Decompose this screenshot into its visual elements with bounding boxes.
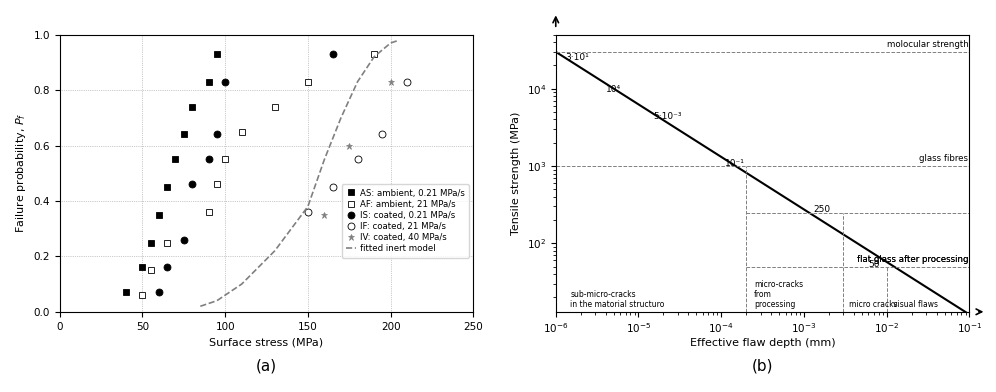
Line: IS: coated, 0.21 MPa/s: IS: coated, 0.21 MPa/s — [155, 51, 337, 296]
AS: ambient, 0.21 MPa/s: (55, 0.25): ambient, 0.21 MPa/s: (55, 0.25) — [144, 240, 156, 245]
IS: coated, 0.21 MPa/s: (165, 0.93): coated, 0.21 MPa/s: (165, 0.93) — [327, 52, 339, 56]
Text: visual flaws: visual flaws — [893, 300, 938, 309]
IF: coated, 21 MPa/s: (165, 0.45): coated, 21 MPa/s: (165, 0.45) — [327, 185, 339, 189]
AS: ambient, 0.21 MPa/s: (50, 0.16): ambient, 0.21 MPa/s: (50, 0.16) — [136, 265, 148, 270]
Text: flat glass after processing: flat glass after processing — [857, 255, 968, 264]
AS: ambient, 0.21 MPa/s: (60, 0.35): ambient, 0.21 MPa/s: (60, 0.35) — [153, 212, 165, 217]
Text: micro cracks: micro cracks — [849, 300, 897, 309]
Text: sub-micro-cracks
in the matorial structuro: sub-micro-cracks in the matorial structu… — [571, 290, 664, 309]
Y-axis label: Tensile strength (MPa): Tensile strength (MPa) — [511, 112, 521, 235]
fitted inert model — [335, 116, 347, 120]
fitted inert model — [369, 54, 380, 59]
IS: coated, 0.21 MPa/s: (80, 0.46): coated, 0.21 MPa/s: (80, 0.46) — [186, 182, 198, 187]
Text: 10⁻¹: 10⁻¹ — [725, 159, 745, 168]
IS: coated, 0.21 MPa/s: (95, 0.64): coated, 0.21 MPa/s: (95, 0.64) — [211, 132, 223, 137]
Legend: AS: ambient, 0.21 MPa/s, AF: ambient, 21 MPa/s, IS: coated, 0.21 MPa/s, IF: coat: AS: ambient, 0.21 MPa/s, AF: ambient, 21… — [342, 184, 469, 258]
IS: coated, 0.21 MPa/s: (90, 0.55): coated, 0.21 MPa/s: (90, 0.55) — [202, 157, 214, 162]
AS: ambient, 0.21 MPa/s: (40, 0.07): ambient, 0.21 MPa/s: (40, 0.07) — [120, 290, 131, 295]
AF: ambient, 21 MPa/s: (50, 0.06): ambient, 21 MPa/s: (50, 0.06) — [136, 293, 148, 298]
Text: (a): (a) — [256, 359, 277, 374]
AF: ambient, 21 MPa/s: (65, 0.25): ambient, 21 MPa/s: (65, 0.25) — [161, 240, 173, 245]
AF: ambient, 21 MPa/s: (110, 0.65): ambient, 21 MPa/s: (110, 0.65) — [236, 129, 248, 134]
AS: ambient, 0.21 MPa/s: (70, 0.55): ambient, 0.21 MPa/s: (70, 0.55) — [169, 157, 181, 162]
fitted inert model — [269, 249, 281, 253]
AS: ambient, 0.21 MPa/s: (90, 0.83): ambient, 0.21 MPa/s: (90, 0.83) — [202, 80, 214, 84]
fitted inert model — [392, 38, 404, 43]
fitted inert model — [319, 157, 331, 162]
X-axis label: Effective flaw depth (mm): Effective flaw depth (mm) — [690, 338, 836, 348]
IV: coated, 40 MPa/s: (160, 0.35): coated, 40 MPa/s: (160, 0.35) — [319, 212, 331, 217]
Line: AF: ambient, 21 MPa/s: AF: ambient, 21 MPa/s — [139, 51, 376, 298]
X-axis label: Surface stress (MPa): Surface stress (MPa) — [209, 337, 324, 347]
Text: 250: 250 — [814, 205, 831, 214]
IF: coated, 21 MPa/s: (150, 0.36): coated, 21 MPa/s: (150, 0.36) — [302, 210, 314, 214]
AF: ambient, 21 MPa/s: (190, 0.93): ambient, 21 MPa/s: (190, 0.93) — [369, 52, 380, 56]
AF: ambient, 21 MPa/s: (90, 0.36): ambient, 21 MPa/s: (90, 0.36) — [202, 210, 214, 214]
fitted inert model — [285, 226, 297, 231]
Text: flat glass after processing: flat glass after processing — [857, 255, 968, 264]
fitted inert model — [302, 204, 314, 209]
IS: coated, 0.21 MPa/s: (75, 0.26): coated, 0.21 MPa/s: (75, 0.26) — [178, 238, 190, 242]
IV: coated, 40 MPa/s: (200, 0.83): coated, 40 MPa/s: (200, 0.83) — [384, 80, 396, 84]
IF: coated, 21 MPa/s: (180, 0.55): coated, 21 MPa/s: (180, 0.55) — [352, 157, 364, 162]
IS: coated, 0.21 MPa/s: (100, 0.83): coated, 0.21 MPa/s: (100, 0.83) — [219, 80, 231, 84]
AF: ambient, 21 MPa/s: (55, 0.15): ambient, 21 MPa/s: (55, 0.15) — [144, 268, 156, 272]
Line: fitted inert model: fitted inert model — [200, 40, 398, 306]
fitted inert model — [219, 293, 231, 298]
fitted inert model — [384, 41, 396, 45]
AS: ambient, 0.21 MPa/s: (65, 0.45): ambient, 0.21 MPa/s: (65, 0.45) — [161, 185, 173, 189]
Text: micro-cracks
from
processing: micro-cracks from processing — [754, 279, 803, 309]
Text: 10⁴: 10⁴ — [606, 85, 621, 94]
fitted inert model — [194, 304, 206, 309]
AF: ambient, 21 MPa/s: (150, 0.83): ambient, 21 MPa/s: (150, 0.83) — [302, 80, 314, 84]
Line: IF: coated, 21 MPa/s: IF: coated, 21 MPa/s — [305, 78, 410, 216]
AS: ambient, 0.21 MPa/s: (75, 0.64): ambient, 0.21 MPa/s: (75, 0.64) — [178, 132, 190, 137]
Text: 3·10¹: 3·10¹ — [565, 53, 589, 62]
IV: coated, 40 MPa/s: (175, 0.6): coated, 40 MPa/s: (175, 0.6) — [344, 143, 356, 148]
AS: ambient, 0.21 MPa/s: (80, 0.74): ambient, 0.21 MPa/s: (80, 0.74) — [186, 104, 198, 109]
Text: glass fibres: glass fibres — [919, 154, 968, 163]
AS: ambient, 0.21 MPa/s: (95, 0.93): ambient, 0.21 MPa/s: (95, 0.93) — [211, 52, 223, 56]
AF: ambient, 21 MPa/s: (95, 0.46): ambient, 21 MPa/s: (95, 0.46) — [211, 182, 223, 187]
fitted inert model — [236, 282, 248, 287]
AF: ambient, 21 MPa/s: (100, 0.55): ambient, 21 MPa/s: (100, 0.55) — [219, 157, 231, 162]
Line: IV: coated, 40 MPa/s: IV: coated, 40 MPa/s — [321, 78, 394, 218]
fitted inert model — [352, 80, 364, 84]
IF: coated, 21 MPa/s: (195, 0.64): coated, 21 MPa/s: (195, 0.64) — [376, 132, 388, 137]
AF: ambient, 21 MPa/s: (130, 0.74): ambient, 21 MPa/s: (130, 0.74) — [269, 104, 281, 109]
Text: (b): (b) — [752, 359, 773, 374]
Text: molocular strength: molocular strength — [886, 40, 968, 49]
IS: coated, 0.21 MPa/s: (65, 0.16): coated, 0.21 MPa/s: (65, 0.16) — [161, 265, 173, 270]
Y-axis label: Failure probability, $P_f$: Failure probability, $P_f$ — [14, 113, 28, 234]
IS: coated, 0.21 MPa/s: (60, 0.07): coated, 0.21 MPa/s: (60, 0.07) — [153, 290, 165, 295]
Text: 5·10⁻³: 5·10⁻³ — [653, 112, 681, 121]
fitted inert model — [211, 298, 223, 303]
fitted inert model — [252, 265, 264, 270]
IF: coated, 21 MPa/s: (210, 0.83): coated, 21 MPa/s: (210, 0.83) — [401, 80, 413, 84]
Text: 50: 50 — [869, 260, 879, 269]
Line: AS: ambient, 0.21 MPa/s: AS: ambient, 0.21 MPa/s — [124, 51, 220, 295]
